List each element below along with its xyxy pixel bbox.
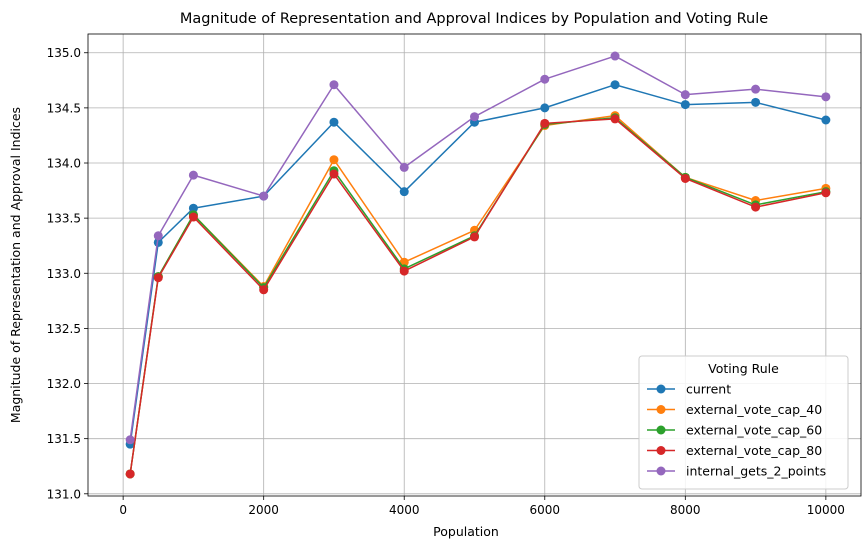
legend-swatch-marker — [656, 425, 666, 435]
y-tick-label: 134.0 — [47, 157, 81, 171]
x-tick-label: 6000 — [529, 503, 560, 517]
y-axis-title: Magnitude of Representation and Approval… — [8, 107, 23, 423]
legend-item: internal_gets_2_points — [647, 464, 826, 479]
data-point — [751, 202, 761, 212]
data-point — [610, 114, 620, 124]
data-point — [188, 203, 198, 213]
data-point — [125, 435, 135, 445]
legend-item: external_vote_cap_40 — [647, 402, 822, 417]
legend-label: internal_gets_2_points — [686, 464, 826, 479]
data-point — [470, 112, 479, 122]
legend-label: external_vote_cap_60 — [686, 423, 822, 438]
data-point — [610, 51, 620, 61]
data-point — [153, 231, 163, 241]
data-point — [329, 155, 339, 165]
legend-swatch-marker — [656, 384, 666, 394]
data-point — [680, 90, 690, 100]
series-line — [129, 118, 827, 475]
data-point — [470, 232, 479, 242]
y-tick-label: 132.0 — [47, 377, 81, 391]
data-point — [153, 237, 163, 247]
legend-label: current — [686, 382, 731, 397]
y-tick-label: 133.0 — [47, 267, 81, 281]
data-point — [125, 469, 135, 479]
data-point — [540, 103, 550, 113]
data-point — [329, 80, 339, 90]
legend-item: external_vote_cap_80 — [647, 443, 822, 458]
legend-swatch-marker — [656, 405, 666, 414]
y-tick-label: 132.5 — [47, 322, 81, 336]
data-point — [680, 173, 690, 183]
data-point — [751, 97, 761, 107]
data-point — [259, 285, 269, 295]
legend-swatch-marker — [656, 466, 666, 476]
data-point — [329, 169, 339, 179]
data-point — [540, 118, 550, 128]
legend-box — [638, 355, 849, 490]
data-point — [751, 84, 761, 94]
data-point — [540, 74, 550, 84]
legend-swatch-marker — [656, 446, 666, 455]
data-point — [188, 212, 198, 222]
legend-label: external_vote_cap_80 — [686, 443, 822, 458]
data-point — [259, 191, 269, 201]
data-point — [329, 117, 339, 127]
data-point — [821, 92, 831, 102]
legend-item: current — [647, 382, 731, 397]
x-tick-label: 0 — [119, 503, 127, 517]
series-layer — [125, 51, 831, 479]
legend-label: external_vote_cap_40 — [686, 402, 822, 417]
series-line — [129, 83, 827, 445]
x-tick-label: 8000 — [670, 503, 701, 517]
plot-frame — [87, 33, 862, 497]
series-internal_gets_2_points — [125, 51, 831, 445]
data-point — [399, 187, 409, 197]
data-point — [399, 162, 409, 172]
data-point — [188, 170, 198, 180]
chart-title: Magnitude of Representation and Approval… — [180, 11, 768, 27]
grid-lines — [88, 34, 861, 496]
y-axis: 131.0 131.5 132.0 132.5 133.0 133.5 134.0 134.5… — [47, 46, 88, 501]
series-line — [129, 55, 826, 440]
x-tick-label: 2000 — [248, 503, 279, 517]
x-axis: 0 2000 4000 6000 8000 10000 — [119, 496, 845, 517]
y-tick-label: 131.5 — [47, 432, 81, 446]
data-point — [821, 115, 831, 125]
legend-item: external_vote_cap_60 — [647, 423, 822, 438]
x-tick-label: 4000 — [389, 503, 420, 517]
data-point — [821, 188, 831, 198]
x-axis-title: Population — [433, 524, 499, 539]
x-tick-label: 10000 — [807, 503, 845, 517]
data-point — [680, 100, 690, 110]
data-point — [399, 266, 409, 276]
y-tick-label: 133.5 — [47, 212, 81, 226]
series-line — [129, 117, 827, 475]
data-point — [610, 80, 620, 90]
legend-title: Voting Rule — [708, 361, 779, 376]
y-tick-label: 134.5 — [47, 101, 81, 115]
series-external_vote_cap_80 — [125, 114, 831, 479]
y-tick-label: 131.0 — [47, 487, 81, 501]
data-point — [153, 273, 163, 283]
y-tick-label: 135.0 — [47, 46, 81, 60]
legend: Voting Rule current external_vote_cap_40ex… — [638, 355, 849, 490]
